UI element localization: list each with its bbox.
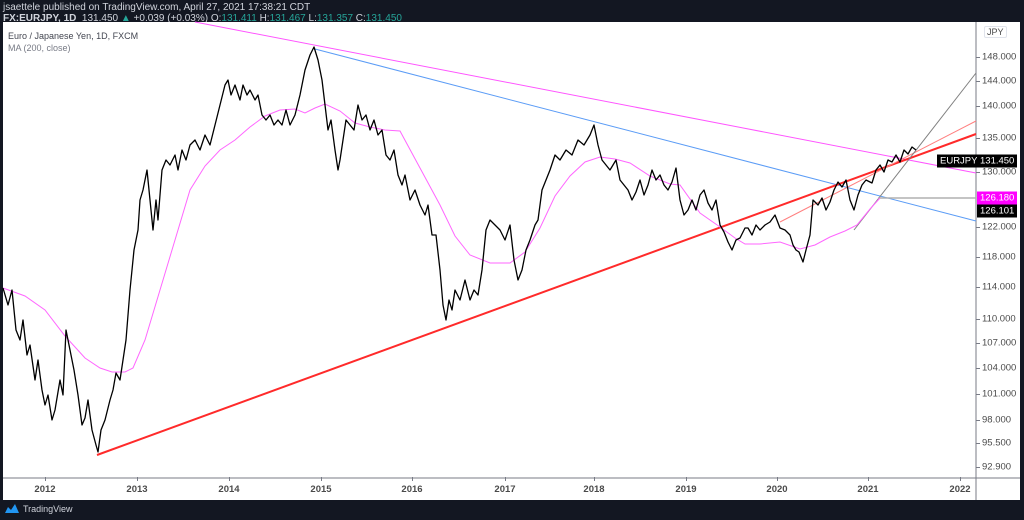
high-label: H: [259,13,270,24]
price-line [2,46,917,453]
time-tick-label: 2013 [126,484,148,495]
time-tick-label: 2016 [401,484,423,495]
time-tick-mark [45,477,46,481]
high-value: 131.467 [269,13,306,24]
time-tick-label: 2015 [310,484,332,495]
trendline-magenta [194,21,977,174]
legend-indicator[interactable]: MA (200, close) [8,43,71,53]
price-tick-mark [976,172,980,173]
ohlc-bar: FX:EURJPY, 1D 131.450 ▲ +0.039 (+0.03%) … [3,13,402,24]
open-value: 131.411 [221,13,257,24]
low-value: 131.357 [316,13,354,24]
price-tick-label: 107.000 [982,337,1017,349]
time-tick-mark [321,477,322,481]
time-tick-mark [229,477,230,481]
trendline-red [96,133,977,456]
time-tick-mark [686,477,687,481]
price-tick-mark [976,138,980,139]
time-tick-mark [777,477,778,481]
price-tick-label: 110.000 [982,313,1016,325]
price-tick-label: 140.000 [982,100,1017,112]
price-tick-mark [976,57,980,58]
price-tick-label: 114.000 [982,281,1016,293]
change: +0.039 (+0.03%) [133,13,209,24]
price-tick-mark [976,420,980,421]
ma-200-line [2,103,881,373]
price-tick-mark [976,319,980,320]
time-tick-mark [594,477,595,481]
low-label: L: [308,13,317,24]
last-price: 131.450 [81,13,119,24]
currency-badge[interactable]: JPY [984,26,1007,38]
price-tick-mark [976,287,980,288]
time-tick-label: 2021 [857,484,879,495]
time-tick-label: 2017 [494,484,516,495]
up-arrow-icon: ▲ [120,13,131,24]
time-tick-label: 2018 [583,484,605,495]
price-tick-label: 104.000 [982,362,1017,374]
last-price-tag: 131.450 [977,154,1018,168]
price-tick-mark [976,81,980,82]
price-tick-mark [976,343,980,344]
price-tick-mark [976,227,980,228]
legend-title: Euro / Japanese Yen, 1D, FXCM [8,31,139,41]
chart-pane[interactable] [3,22,1020,500]
time-tick-mark [137,477,138,481]
close-label: C: [355,13,366,24]
price-tick-label: 118.000 [982,251,1016,263]
time-tick-mark [960,477,961,481]
close-value: 131.450 [365,13,402,24]
price-tick-mark [976,394,980,395]
price-tick-mark [976,368,980,369]
price-tick-mark [976,106,980,107]
footer-brand: TradingView [4,503,73,514]
time-tick-label: 2019 [675,484,697,495]
price-tick-mark [976,467,980,468]
symbol-tag: EURJPY [937,154,981,168]
trendline-light-red [779,120,977,223]
price-tick-label: 95.500 [982,437,1012,449]
time-tick-label: 2012 [34,484,56,495]
symbol: FX:EURJPY, 1D [3,13,77,24]
time-tick-mark [412,477,413,481]
price-tick-label: 144.000 [982,75,1017,87]
brand-name: TradingView [23,503,73,514]
time-tick-mark [868,477,869,481]
time-tick-label: 2022 [949,484,971,495]
time-tick-mark [505,477,506,481]
price-tick-mark [976,443,980,444]
tradingview-logo-icon [5,504,19,513]
time-tick-label: 2014 [218,484,240,495]
trendline-blue [314,48,977,222]
price-tick-label: 98.000 [982,414,1012,426]
chart-legend: Euro / Japanese Yen, 1D, FXCM MA (200, c… [8,30,138,54]
price-tick-label: 130.000 [982,166,1017,178]
price-tick-label: 101.000 [982,388,1017,400]
price-tick-label: 92.900 [982,461,1012,473]
price-tick-label: 122.000 [982,221,1017,233]
open-label: O: [210,13,222,24]
ma-value-tag: 126.101 [977,204,1018,218]
price-tick-label: 148.000 [982,51,1017,63]
hline-price-tag: 126.180 [977,191,1018,205]
price-tick-label: 135.000 [982,132,1017,144]
time-tick-label: 2020 [766,484,788,495]
price-tick-mark [976,257,980,258]
publisher-line: jsaettele published on TradingView.com, … [3,2,311,13]
